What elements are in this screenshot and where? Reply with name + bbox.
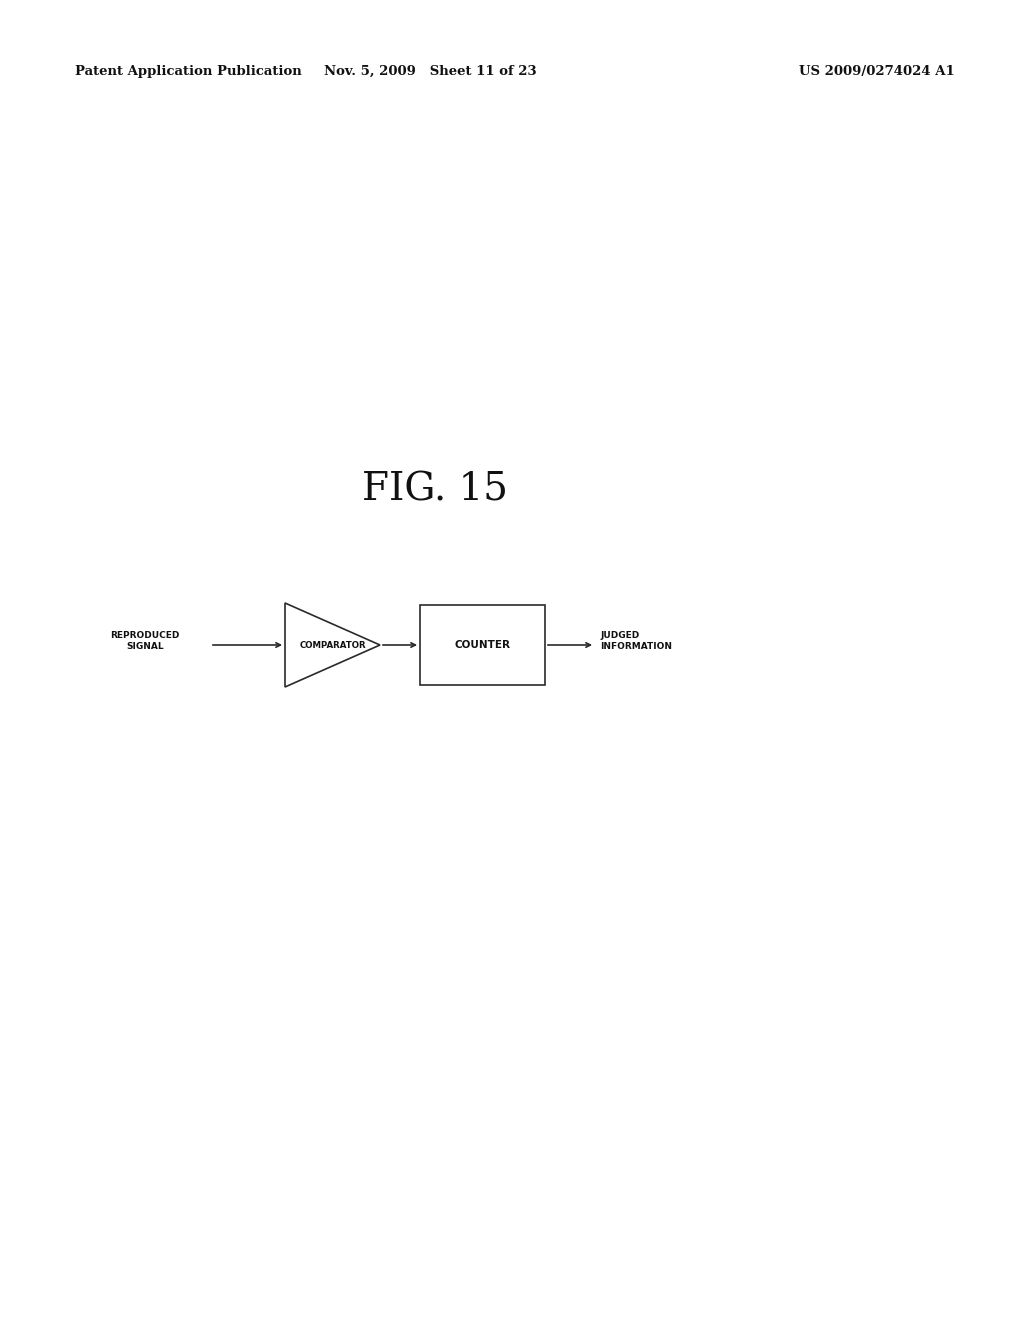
Text: Nov. 5, 2009   Sheet 11 of 23: Nov. 5, 2009 Sheet 11 of 23 xyxy=(324,65,537,78)
Text: Patent Application Publication: Patent Application Publication xyxy=(75,65,302,78)
Text: REPRODUCED
SIGNAL: REPRODUCED SIGNAL xyxy=(111,631,179,651)
Text: JUDGED
INFORMATION: JUDGED INFORMATION xyxy=(600,631,672,651)
Text: FIG. 15: FIG. 15 xyxy=(362,471,508,508)
Text: COUNTER: COUNTER xyxy=(455,640,511,649)
Bar xyxy=(420,605,545,685)
Text: COMPARATOR: COMPARATOR xyxy=(299,640,366,649)
Text: US 2009/0274024 A1: US 2009/0274024 A1 xyxy=(800,65,955,78)
